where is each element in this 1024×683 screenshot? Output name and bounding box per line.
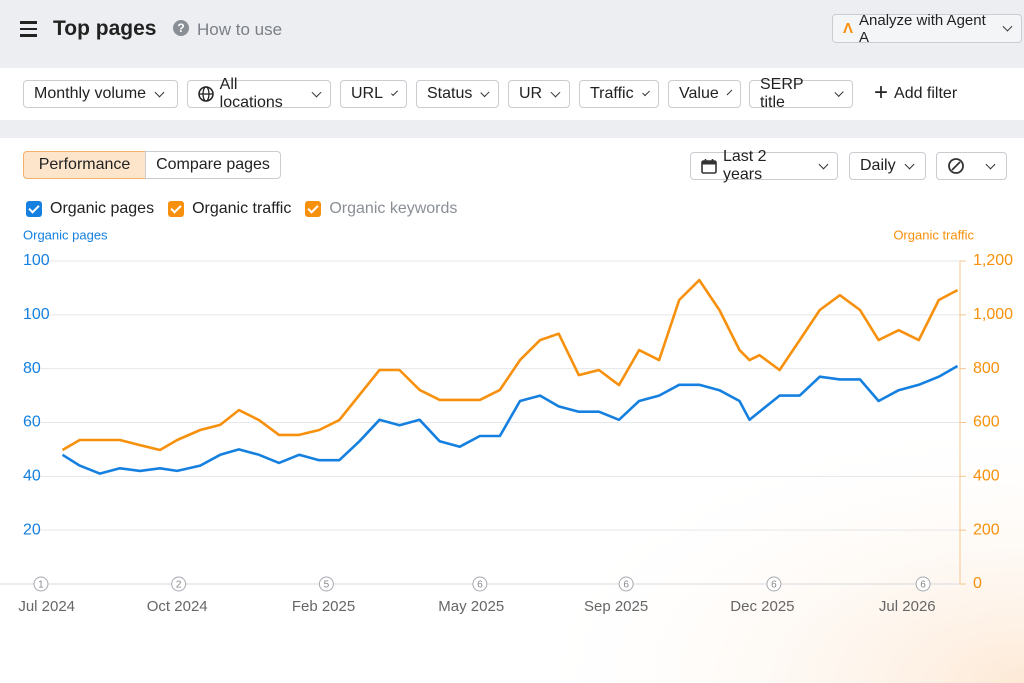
filter-label: UR [519,85,543,102]
x-tick-label: Oct 2024 [147,598,208,615]
range-dropdown[interactable]: Last 2 years [690,148,838,183]
filter-label: SERP title [760,76,804,111]
tab-active[interactable]: Performance [23,151,146,179]
chevron [154,87,165,97]
annotation-count: 6 [623,580,629,591]
legend-checkbox[interactable] [168,201,185,217]
filter-label: Status [427,85,473,102]
agent-button[interactable]: Λ Analyze with Agent A [832,11,1022,46]
x-tick-label: Dec 2025 [730,598,794,615]
filter-button[interactable]: UR [508,80,570,108]
y2-tick-label: 800 [973,360,1000,377]
x-tick-label: Sep 2025 [584,598,648,615]
help-link[interactable]: How to use [197,20,283,39]
page-title: Top pages [53,17,157,40]
chevron [390,88,399,96]
legend-label: Organic traffic [192,200,292,217]
annotation-count: 2 [176,580,182,591]
y-tick-label: 60 [23,414,41,431]
globe-icon [198,86,214,102]
x-tick-label: Jul 2024 [18,598,75,615]
header: Top pages ? How to use Λ Analyze with Age… [0,0,1024,68]
filter-button[interactable]: Monthly volume [23,80,178,108]
y2-tick-label: 400 [973,468,1000,485]
y2-axis-title: Organic traffic [893,227,974,242]
legend: Organic pages Organic traffic Organic keyw… [26,200,457,218]
annotation-marker [766,576,782,592]
y-tick-label: 100 [23,306,50,323]
y-tick-label: 80 [23,360,41,377]
annotation-marker [618,576,634,592]
legend-checkbox[interactable] [305,201,322,217]
legend-label: Organic keywords [329,200,458,217]
y2-tick-label: 1,000 [973,306,1013,323]
series-line [61,364,959,475]
background-glow [0,138,1024,683]
annotation-marker [472,576,488,592]
filter-label: Monthly volume [34,85,147,102]
legend-checkbox[interactable] [26,201,42,217]
y-tick-label: 100 [23,252,50,269]
annotation-count: 6 [477,580,483,591]
chat-icon [948,158,964,174]
chevron [480,87,490,97]
interval-label: Daily [860,157,896,174]
tab[interactable]: Compare pages [145,151,281,179]
y2-tick-label: 1,200 [973,252,1013,269]
filter-button[interactable]: SERP title [749,76,853,111]
filter-button[interactable]: Value [668,80,741,108]
legend-item[interactable]: Organic pages [26,200,154,218]
y2-tick-label: 0 [973,575,982,592]
x-tick-label: Feb 2025 [292,598,355,615]
filter-button[interactable]: URL [340,80,407,108]
y2-tick-label: 600 [973,414,1000,431]
divider [0,120,1024,138]
filter-button[interactable]: Status [416,80,499,108]
series-line [61,278,959,452]
y2-tick-label: 200 [973,521,1000,538]
annotation-count: 6 [920,580,926,591]
y-axis-title: Organic pages [23,227,108,242]
filter-button[interactable]: All locations [187,76,331,111]
plus-icon: + [874,78,889,106]
annotation-count: 1 [38,580,44,591]
annotation-marker [171,576,187,592]
filter-label: Traffic [590,85,634,102]
filter-label: All locations [219,76,283,111]
add-filter-label: Add filter [894,85,958,102]
tab-label: Performance [38,156,131,173]
calendar-icon [701,159,717,174]
legend-label: Organic pages [50,200,155,217]
filter-label: URL [351,85,384,102]
tab-label: Compare pages [156,156,270,173]
annotation-marker [318,576,334,592]
chevron [550,87,561,97]
agent-icon: Λ [843,20,854,37]
legend-item[interactable]: Organic traffic [168,200,291,218]
range-label: Last 2 years [722,148,767,183]
filter-label: Value [679,85,719,102]
x-tick-label: May 2025 [438,598,504,615]
interval-dropdown[interactable]: Daily [849,152,926,180]
legend-item[interactable]: Organic keywords [305,200,457,218]
chevron [726,89,733,95]
y-tick-label: 40 [23,468,41,485]
help-icon: ? [173,20,189,36]
agent-label: Analyze with Agent A [859,11,986,46]
annotation-count: 5 [324,580,330,591]
annotations-dropdown[interactable] [936,152,1007,180]
annotation-count: 6 [771,580,777,591]
filter-button[interactable]: Traffic [579,80,659,108]
y-tick-label: 20 [23,521,41,538]
annotation-marker [915,576,931,592]
menu-icon[interactable] [20,21,37,37]
chevron [311,87,322,97]
chevron [641,87,650,97]
chevron [834,87,844,97]
add-filter[interactable]: + Add filter [864,78,968,108]
x-tick-label: Jul 2026 [879,598,936,615]
annotation-marker [33,576,49,592]
